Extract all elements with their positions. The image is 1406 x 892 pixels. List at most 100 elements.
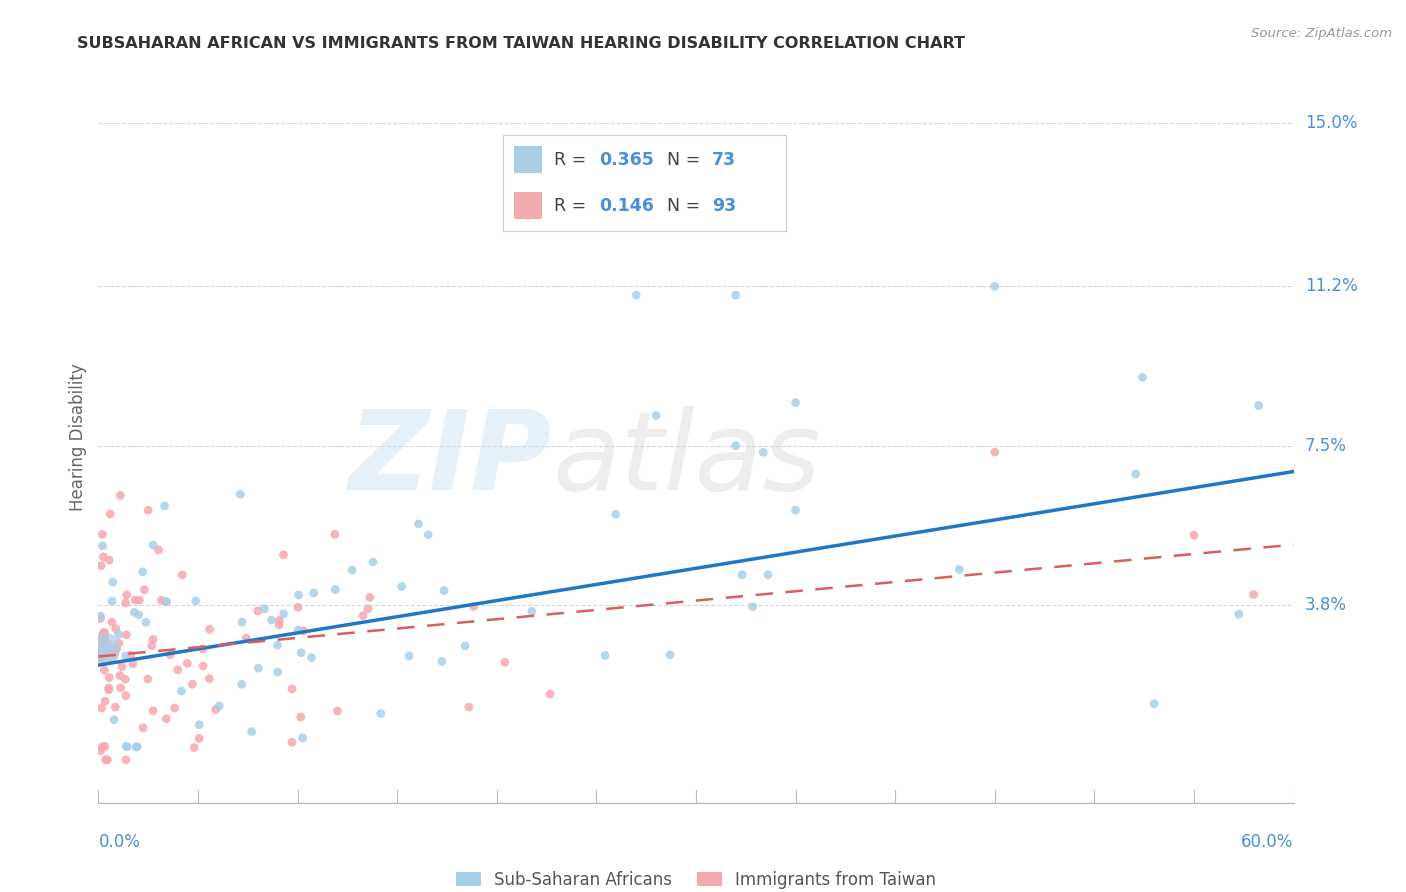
Point — [287, 600, 309, 615]
Point — [110, 681, 132, 695]
Point — [433, 583, 456, 598]
Point — [1143, 697, 1166, 711]
Point — [91, 539, 114, 553]
Point — [93, 640, 115, 655]
Point — [1182, 528, 1205, 542]
Point — [188, 731, 211, 746]
Point — [520, 604, 543, 618]
Point — [89, 609, 111, 624]
Point — [96, 641, 118, 656]
Point — [260, 613, 283, 627]
Point — [104, 700, 127, 714]
Text: Source: ZipAtlas.com: Source: ZipAtlas.com — [1251, 27, 1392, 40]
Point — [281, 735, 304, 749]
Point — [93, 625, 115, 640]
Point — [357, 602, 380, 616]
Point — [741, 599, 763, 614]
Point — [231, 615, 253, 630]
Point — [89, 744, 111, 758]
Point — [172, 568, 194, 582]
Point — [785, 395, 807, 409]
Point — [114, 648, 136, 663]
Point — [170, 684, 193, 698]
Point — [150, 593, 173, 607]
Point — [98, 553, 121, 567]
Point — [120, 648, 142, 663]
Point — [323, 527, 346, 541]
Text: atlas: atlas — [553, 406, 821, 513]
Point — [141, 639, 163, 653]
Point — [136, 503, 159, 517]
Point — [125, 739, 148, 754]
Point — [626, 288, 648, 302]
Point — [142, 704, 165, 718]
Point — [984, 279, 1007, 293]
Point — [89, 611, 111, 625]
Point — [269, 614, 291, 628]
Point — [724, 439, 747, 453]
Point — [391, 580, 413, 594]
Point — [229, 487, 252, 501]
Point — [361, 555, 384, 569]
Point — [114, 689, 136, 703]
Y-axis label: Hearing Disability: Hearing Disability — [69, 363, 87, 511]
Point — [273, 607, 295, 621]
Text: 60.0%: 60.0% — [1241, 833, 1294, 851]
Point — [290, 646, 312, 660]
Point — [93, 663, 115, 677]
Point — [231, 677, 253, 691]
Point — [121, 657, 143, 671]
Point — [198, 623, 221, 637]
Point — [785, 503, 807, 517]
Point — [115, 739, 138, 754]
Point — [115, 628, 138, 642]
Point — [114, 596, 136, 610]
Text: 0.146: 0.146 — [599, 196, 654, 215]
Point — [267, 618, 290, 632]
Point — [198, 672, 221, 686]
Point — [103, 713, 125, 727]
Point — [1227, 607, 1250, 622]
Point — [281, 681, 304, 696]
Point — [191, 659, 214, 673]
Point — [94, 694, 117, 708]
Point — [745, 168, 768, 182]
Text: N =: N = — [666, 151, 706, 169]
Point — [93, 632, 115, 647]
Point — [430, 654, 453, 668]
Point — [115, 739, 138, 754]
Point — [235, 632, 257, 646]
Point — [188, 717, 211, 731]
Text: 93: 93 — [713, 196, 737, 215]
Point — [93, 549, 115, 564]
Point — [731, 567, 754, 582]
Text: ZIP: ZIP — [349, 406, 553, 513]
Point — [659, 648, 682, 662]
Point — [408, 516, 430, 531]
Point — [454, 639, 477, 653]
Point — [292, 624, 315, 638]
Point — [136, 672, 159, 686]
Point — [124, 593, 146, 607]
Point — [128, 607, 150, 622]
Text: 3.8%: 3.8% — [1305, 596, 1347, 614]
Text: 0.365: 0.365 — [599, 151, 654, 169]
Point — [191, 642, 214, 657]
Point — [166, 663, 188, 677]
Point — [101, 575, 124, 590]
Text: N =: N = — [666, 196, 706, 215]
Point — [101, 615, 124, 629]
Point — [94, 753, 117, 767]
Point — [181, 677, 204, 691]
Point — [370, 706, 392, 721]
Point — [155, 712, 177, 726]
Point — [301, 650, 323, 665]
Point — [948, 562, 970, 576]
Text: R =: R = — [554, 196, 592, 215]
Point — [105, 641, 128, 656]
Point — [91, 527, 114, 541]
Point — [89, 648, 111, 663]
Point — [323, 582, 346, 597]
Point — [128, 593, 150, 607]
Point — [287, 623, 309, 637]
